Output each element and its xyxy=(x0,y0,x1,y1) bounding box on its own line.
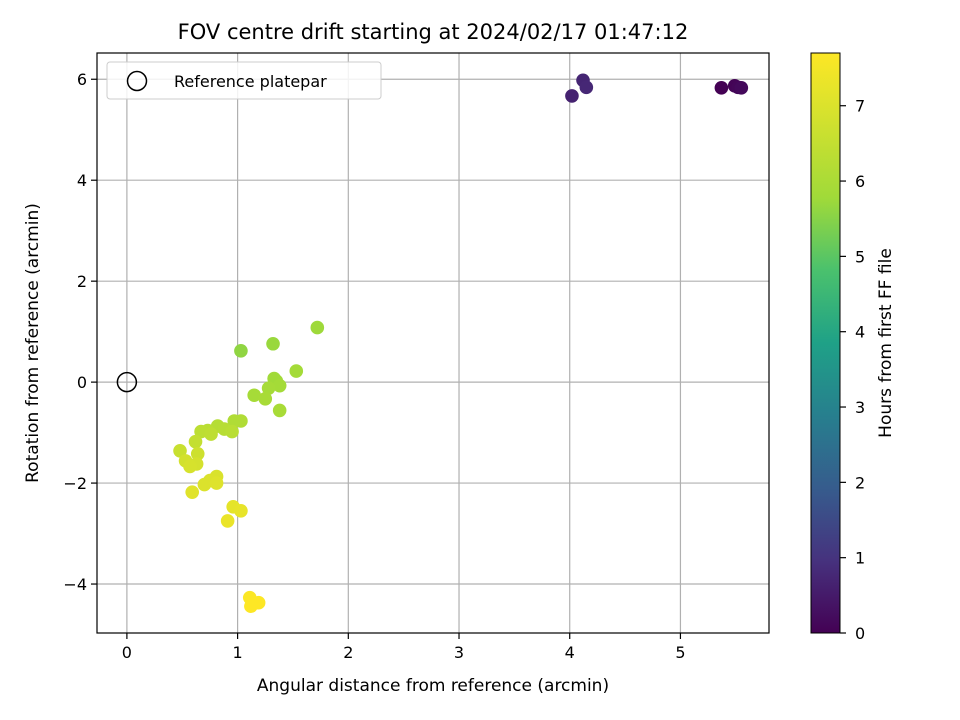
data-point xyxy=(310,320,325,335)
data-point xyxy=(579,80,594,95)
y-tick-label: −4 xyxy=(63,575,87,594)
y-tick-label: 2 xyxy=(77,272,87,291)
chart-title: FOV centre drift starting at 2024/02/17 … xyxy=(178,20,689,44)
data-point xyxy=(734,81,749,95)
data-points xyxy=(173,73,749,614)
data-point xyxy=(173,443,187,458)
data-point xyxy=(190,447,205,461)
x-tick-label: 2 xyxy=(343,643,353,662)
grid xyxy=(97,53,769,633)
data-point xyxy=(220,514,235,528)
colorbar-tick-label: 4 xyxy=(855,323,865,342)
legend-entry-reference: Reference platepar xyxy=(174,72,327,91)
x-tick-label: 4 xyxy=(565,643,575,662)
data-point xyxy=(209,476,224,490)
y-axis-ticks: −4 −2 0 2 4 6 xyxy=(63,70,97,594)
data-point xyxy=(258,391,273,406)
data-point xyxy=(289,364,304,378)
data-point xyxy=(272,378,287,393)
x-axis-label: Angular distance from reference (arcmin) xyxy=(257,676,609,696)
colorbar-label: Hours from first FF file xyxy=(876,248,896,438)
data-point xyxy=(183,459,197,474)
y-axis-label: Rotation from reference (arcmin) xyxy=(23,203,43,483)
colorbar-tick-label: 6 xyxy=(855,172,865,191)
data-point xyxy=(234,414,248,428)
data-point xyxy=(188,434,203,449)
x-tick-label: 0 xyxy=(122,643,132,662)
data-point xyxy=(244,599,258,614)
colorbar-tick-label: 3 xyxy=(855,398,865,417)
x-axis-ticks: 0 1 2 3 4 5 xyxy=(122,633,686,662)
colorbar-tick-label: 7 xyxy=(855,97,865,116)
data-point xyxy=(234,504,248,518)
legend-marker-reference xyxy=(126,70,148,92)
data-point xyxy=(261,381,276,395)
reference-platepar-marker xyxy=(116,371,138,393)
colorbar-tick-label: 2 xyxy=(855,473,865,492)
data-point xyxy=(266,336,280,351)
colorbar-gradient xyxy=(810,52,841,634)
colorbar-tick-label: 0 xyxy=(855,624,865,643)
data-point xyxy=(204,427,218,441)
data-point xyxy=(197,477,212,492)
colorbar-tick-label: 1 xyxy=(855,549,865,568)
y-tick-label: 0 xyxy=(77,373,87,392)
y-tick-label: 6 xyxy=(77,70,87,89)
colorbar-ticks: 0 1 2 3 4 5 6 7 xyxy=(840,97,865,643)
plot-area-frame xyxy=(96,52,770,634)
legend-box xyxy=(106,61,382,100)
reference-marker-layer xyxy=(116,371,138,393)
data-point xyxy=(247,388,262,403)
data-point xyxy=(185,485,200,499)
data-point xyxy=(234,344,248,358)
legend: Reference platepar xyxy=(106,61,382,100)
colorbar: 0 1 2 3 4 5 6 7 Hours from first FF file xyxy=(810,52,896,643)
y-tick-label: −2 xyxy=(63,474,87,493)
x-tick-label: 5 xyxy=(675,643,685,662)
data-point xyxy=(714,81,729,95)
data-point xyxy=(225,424,239,439)
x-tick-label: 3 xyxy=(454,643,464,662)
y-tick-label: 4 xyxy=(77,171,87,190)
x-tick-label: 1 xyxy=(233,643,243,662)
data-point xyxy=(565,89,579,103)
colorbar-tick-label: 5 xyxy=(855,247,865,266)
data-point xyxy=(272,403,287,418)
